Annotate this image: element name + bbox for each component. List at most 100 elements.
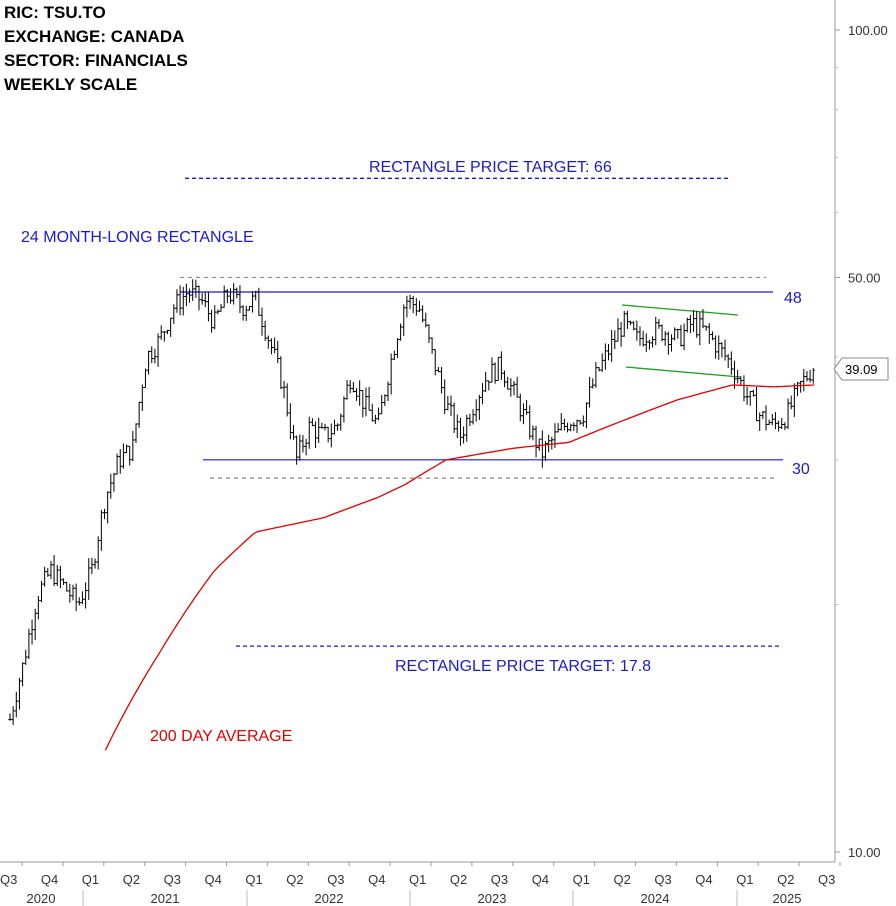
channel-upper-line xyxy=(621,304,739,316)
price-bar xyxy=(49,561,53,579)
price-bar xyxy=(310,418,314,427)
price-bar xyxy=(808,369,812,383)
price-bar xyxy=(260,307,264,336)
x-quarter-label: Q3 xyxy=(164,872,181,887)
price-bar xyxy=(710,331,715,341)
price-bar xyxy=(298,434,302,461)
price-bar xyxy=(647,339,652,350)
x-quarter-label: Q2 xyxy=(450,872,467,887)
price-bar xyxy=(490,357,494,383)
x-quarter-label: Q4 xyxy=(41,872,58,887)
price-bar xyxy=(405,295,409,318)
price-bar xyxy=(805,371,809,382)
price-bar xyxy=(65,581,69,592)
price-bar xyxy=(74,583,78,612)
rectangle-label: 24 MONTH-LONG RECTANGLE xyxy=(21,229,254,246)
target-down-label: RECTANGLE PRICE TARGET: 17.8 xyxy=(395,658,651,675)
price-bar xyxy=(610,329,614,362)
price-bar xyxy=(795,381,800,397)
exchange-label: EXCHANGE: CANADA xyxy=(4,27,185,46)
price-bar xyxy=(559,413,563,431)
price-bar xyxy=(137,401,141,428)
price-bar xyxy=(638,326,642,346)
price-bar xyxy=(462,426,466,444)
price-bar xyxy=(219,303,223,312)
x-quarter-label: Q1 xyxy=(409,872,426,887)
price-bar xyxy=(783,422,787,431)
price-bar xyxy=(354,388,359,401)
price-bar xyxy=(71,584,75,601)
price-bar xyxy=(792,383,796,417)
price-bar xyxy=(767,419,771,425)
price-bar xyxy=(799,380,803,393)
price-bar xyxy=(313,421,318,449)
price-bar xyxy=(367,386,371,411)
price-bar xyxy=(288,403,292,440)
price-bar xyxy=(635,320,639,341)
price-bar xyxy=(389,353,393,395)
price-bar xyxy=(682,323,686,351)
price-bar xyxy=(269,338,274,355)
price-bar xyxy=(235,287,239,299)
price-bar xyxy=(632,321,636,331)
y-tick-label: 10.00 xyxy=(848,845,881,860)
price-bar xyxy=(380,394,384,415)
price-bar xyxy=(556,423,560,433)
price-bar xyxy=(326,426,330,443)
x-axis: Q3 Q4 Q1 Q2 Q3 Q4 Q1 Q2 Q3 Q4 Q1 Q2 Q3 Q4 Q1 Q2 Q3 Q4 Q1 Q2… xyxy=(0,862,841,906)
price-bar xyxy=(597,366,601,372)
price-bar xyxy=(30,619,34,645)
price-bar xyxy=(575,419,579,434)
price-bar xyxy=(225,289,229,304)
price-bar xyxy=(254,290,258,301)
price-bar xyxy=(140,384,144,411)
price-bar xyxy=(641,330,645,347)
price-bar xyxy=(210,309,214,333)
price-bar xyxy=(628,320,633,325)
price-bar xyxy=(17,677,22,710)
price-bar xyxy=(200,292,204,305)
price-bar xyxy=(84,582,88,609)
price-bar xyxy=(695,310,699,338)
price-bar xyxy=(109,473,113,499)
price-bar xyxy=(547,434,551,453)
price-bar xyxy=(266,335,270,349)
price-bar xyxy=(134,423,138,443)
price-bar xyxy=(789,395,793,410)
price-bar xyxy=(339,413,343,431)
x-year-label: 2021 xyxy=(151,891,180,906)
price-bar xyxy=(11,706,15,726)
price-bar xyxy=(625,310,629,329)
y-tick-label: 100.00 xyxy=(848,23,888,38)
price-bar xyxy=(777,420,781,432)
price-bar xyxy=(187,288,192,303)
price-bar xyxy=(169,317,173,337)
x-quarter-label: Q4 xyxy=(368,872,385,887)
price-bar xyxy=(332,419,337,435)
price-bar xyxy=(468,413,472,426)
price-bar xyxy=(458,417,463,446)
lower-level-label: 30 xyxy=(792,461,810,478)
price-bar xyxy=(342,396,346,423)
price-bar xyxy=(184,283,188,307)
price-bar xyxy=(216,309,220,315)
x-quarter-label: Q3 xyxy=(327,872,344,887)
price-bar xyxy=(124,444,129,454)
price-bar xyxy=(39,581,44,603)
last-price-label: 39.09 xyxy=(845,362,878,377)
price-bar xyxy=(578,419,582,425)
price-bar xyxy=(206,292,211,322)
price-bar xyxy=(77,597,81,606)
price-bar xyxy=(748,391,752,406)
price-bar xyxy=(663,331,667,346)
price-bar xyxy=(591,378,595,389)
x-quarter-label: Q2 xyxy=(286,872,303,887)
price-bar xyxy=(720,342,724,358)
price-bar xyxy=(392,350,396,360)
price-bar xyxy=(773,412,778,430)
price-bar xyxy=(320,422,324,429)
price-bar xyxy=(528,405,532,440)
price-bar xyxy=(191,279,195,301)
x-quarter-label: Q3 xyxy=(818,872,835,887)
x-quarter-label: Q4 xyxy=(205,872,222,887)
